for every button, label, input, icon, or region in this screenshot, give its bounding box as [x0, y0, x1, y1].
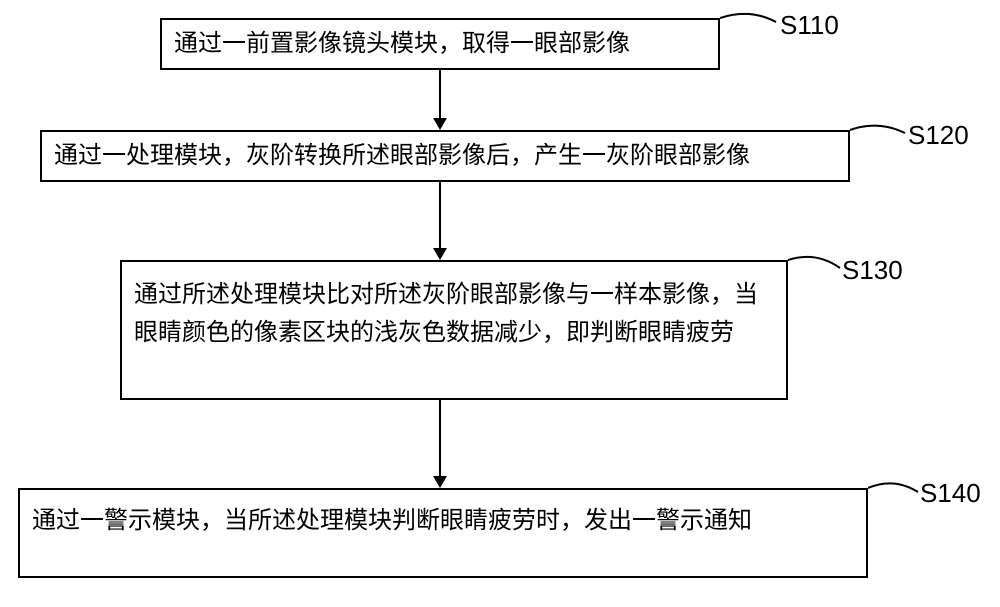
node-text: 通过一警示模块，当所述处理模块判断眼睛疲劳时，发出一警示通知: [32, 502, 752, 540]
step-label-s130: S130: [842, 255, 903, 286]
arrow-head: [433, 118, 447, 130]
arrow-head: [433, 248, 447, 260]
flow-node-s130: 通过所述处理模块比对所述灰阶眼部影像与一样本影像，当眼睛颜色的像素区块的浅灰色数…: [120, 260, 788, 400]
arrow-line: [439, 182, 441, 248]
node-text: 通过一前置影像镜头模块，取得一眼部影像: [174, 26, 630, 62]
node-text: 通过所述处理模块比对所述灰阶眼部影像与一样本影像，当眼睛颜色的像素区块的浅灰色数…: [134, 276, 774, 353]
flow-node-s110: 通过一前置影像镜头模块，取得一眼部影像: [160, 18, 720, 70]
flow-node-s140: 通过一警示模块，当所述处理模块判断眼睛疲劳时，发出一警示通知: [18, 488, 868, 578]
step-label-s120: S120: [908, 120, 969, 151]
flowchart-container: 通过一前置影像镜头模块，取得一眼部影像 S110 通过一处理模块，灰阶转换所述眼…: [0, 0, 1000, 607]
step-label-s140: S140: [920, 478, 981, 509]
step-label-s110: S110: [780, 10, 839, 41]
callout-s130: [788, 254, 844, 276]
callout-s120: [850, 122, 908, 142]
flow-node-s120: 通过一处理模块，灰阶转换所述眼部影像后，产生一灰阶眼部影像: [40, 130, 850, 182]
callout-s140: [868, 480, 922, 502]
arrow-line: [439, 70, 441, 118]
arrow-line: [439, 400, 441, 476]
callout-s110: [720, 10, 780, 30]
arrow-head: [433, 476, 447, 488]
node-text: 通过一处理模块，灰阶转换所述眼部影像后，产生一灰阶眼部影像: [54, 138, 750, 174]
